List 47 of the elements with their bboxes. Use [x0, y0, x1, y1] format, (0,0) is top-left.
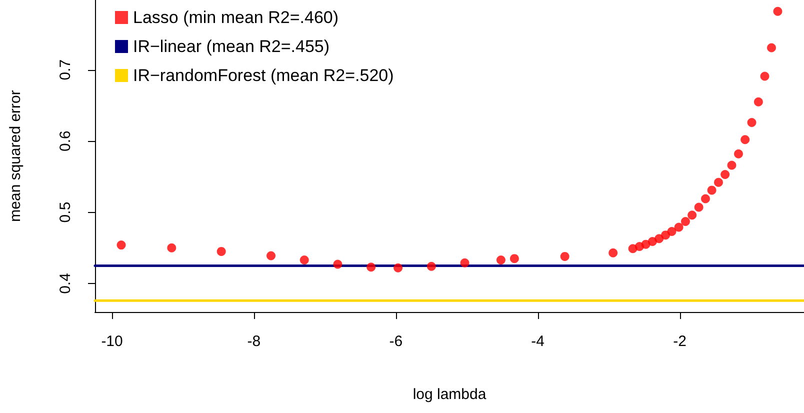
x-tick-label: -8: [247, 333, 261, 350]
x-tick-label: -10: [101, 333, 123, 350]
point: [333, 260, 342, 269]
y-tick-label: 0.7: [57, 59, 74, 80]
point: [773, 6, 782, 16]
point: [394, 263, 403, 272]
point: [760, 72, 770, 81]
point: [460, 258, 470, 268]
x-tick-label: -4: [531, 333, 545, 350]
point: [734, 149, 743, 158]
point: [740, 135, 750, 144]
point: [694, 202, 704, 212]
point: [754, 97, 763, 106]
x-tick-label: -6: [389, 333, 403, 350]
point: [767, 43, 776, 52]
legend-label: IR−randomForest (mean R2=.520): [133, 66, 394, 85]
point: [510, 254, 519, 264]
legend-label: Lasso (min mean R2=.460): [133, 8, 339, 27]
y-axis-title: mean squared error: [7, 90, 24, 222]
point: [560, 252, 570, 261]
point: [707, 186, 716, 195]
point: [680, 217, 690, 226]
point: [654, 234, 664, 244]
point: [167, 243, 176, 252]
point: [216, 246, 226, 256]
point: [727, 160, 736, 170]
y-tick-label: 0.5: [57, 202, 74, 223]
point: [747, 118, 756, 128]
point: [661, 230, 670, 240]
point: [688, 210, 697, 220]
y-tick-label: 0.6: [57, 130, 74, 152]
point: [496, 256, 506, 264]
point: [266, 251, 276, 260]
legend-label: IR−linear (mean R2=.455): [133, 37, 330, 56]
x-axis-title: log lambda: [412, 386, 487, 403]
point: [300, 256, 309, 264]
y-tick-label: 0.4: [57, 273, 74, 294]
point: [608, 248, 618, 258]
point: [667, 227, 676, 236]
point: [366, 262, 376, 272]
point: [426, 262, 436, 271]
point: [714, 178, 723, 187]
point: [116, 240, 126, 250]
point: [674, 222, 684, 232]
x-tick-label: -2: [673, 333, 686, 350]
point: [720, 170, 730, 180]
point: [701, 194, 710, 204]
